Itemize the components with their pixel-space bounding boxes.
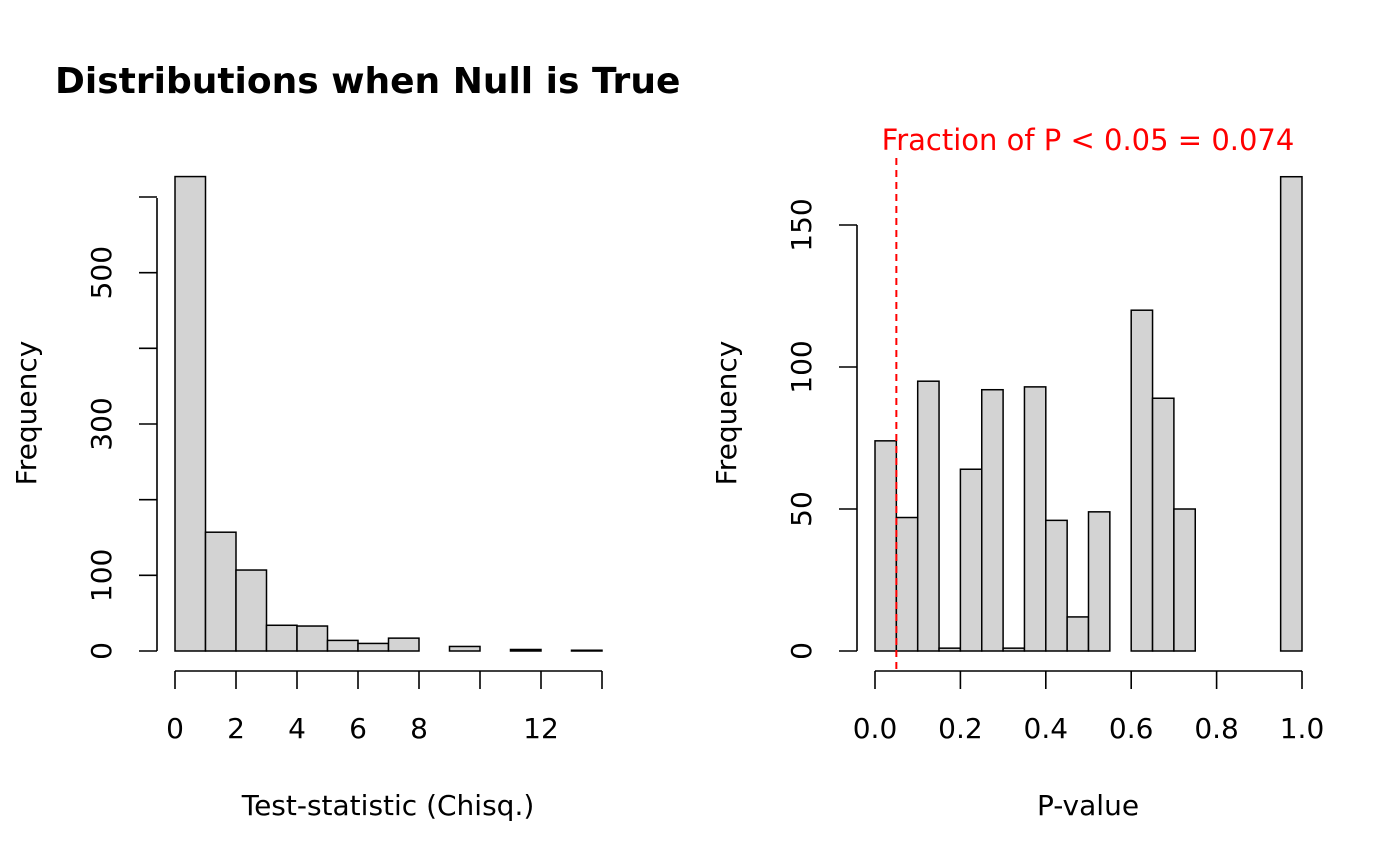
- histogram-bar: [357, 642, 390, 652]
- x-tick-label: 1.0: [1280, 712, 1325, 745]
- histogram-bar: [895, 516, 919, 652]
- right-bars: [874, 175, 1303, 652]
- histogram-bar: [570, 649, 603, 652]
- histogram-bar: [1002, 647, 1026, 652]
- histogram-bar: [1173, 508, 1197, 652]
- chart-title: Distributions when Null is True: [55, 61, 680, 102]
- x-tick-label: 0.6: [1109, 712, 1154, 745]
- x-tick-label: 0.4: [1024, 712, 1069, 745]
- left-bars: [174, 175, 603, 652]
- histogram-bar: [509, 648, 542, 652]
- histogram-bar: [448, 645, 481, 652]
- x-tick-label: 0.0: [853, 712, 898, 745]
- x-tick-label: 2: [227, 712, 245, 745]
- histogram-bar: [265, 624, 298, 652]
- histogram-bar: [204, 531, 237, 652]
- left-y-ticks: 0 100 300 500: [85, 196, 157, 660]
- histogram-bar: [1130, 309, 1154, 652]
- x-tick-label: 0.2: [938, 712, 983, 745]
- histogram-bar: [1023, 386, 1047, 652]
- histogram-bar: [1045, 519, 1068, 652]
- left-y-axis-label: Frequency: [10, 341, 43, 486]
- x-tick-label: 0: [166, 712, 184, 745]
- x-tick-label: 8: [410, 712, 428, 745]
- histogram-bar: [387, 637, 420, 652]
- histogram-bar: [296, 625, 329, 652]
- y-tick-label: 150: [785, 198, 818, 251]
- histogram-bar: [1151, 397, 1175, 652]
- y-tick-label: 300: [85, 397, 118, 450]
- p-fraction-annotation: Fraction of P < 0.05 = 0.074: [882, 123, 1295, 157]
- right-y-axis-label: Frequency: [710, 341, 743, 486]
- y-tick-label: 500: [85, 246, 118, 299]
- right-y-ticks: 0 50 100 150: [785, 198, 857, 660]
- histogram-bar: [916, 380, 940, 652]
- right-histogram: 0 50 100 150 0.0 0.2 0.4 0.6 0.8 1.0 Fraction of…: [710, 123, 1324, 822]
- histogram-bar: [981, 388, 1004, 652]
- histogram-bar: [174, 175, 207, 652]
- left-x-axis-label: Test-statistic (Chisq.): [241, 789, 535, 822]
- y-tick-label: 0: [85, 642, 118, 660]
- histogram-bar: [326, 639, 359, 652]
- x-tick-label: 6: [349, 712, 367, 745]
- right-x-ticks: 0.0 0.2 0.4 0.6 0.8 1.0: [853, 671, 1325, 745]
- histogram-bar: [1066, 616, 1090, 652]
- histogram-bar: [1279, 175, 1303, 652]
- y-tick-label: 50: [785, 491, 818, 527]
- histogram-bar: [938, 647, 962, 652]
- x-tick-label: 4: [288, 712, 306, 745]
- y-tick-label: 100: [85, 549, 118, 602]
- y-tick-label: 100: [785, 340, 818, 393]
- histogram-bar: [235, 569, 268, 652]
- right-x-axis-label: P-value: [1037, 789, 1139, 822]
- histogram-bar: [959, 468, 983, 652]
- left-x-ticks: 0 2 4 6 8 12: [166, 671, 603, 745]
- x-tick-label: 0.8: [1194, 712, 1239, 745]
- histogram-bar: [1087, 511, 1111, 652]
- y-tick-label: 0: [785, 642, 818, 660]
- x-tick-label: 12: [523, 712, 559, 745]
- left-histogram: 0 100 300 500 0 2 4 6 8 12 Test-statistic (Chisq…: [10, 175, 603, 822]
- histogram-bar: [874, 440, 898, 652]
